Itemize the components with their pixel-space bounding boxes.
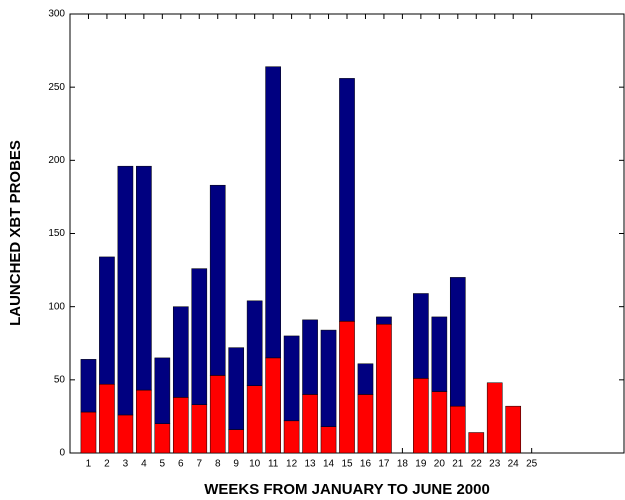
- x-tick-label: 11: [268, 459, 279, 470]
- x-tick-label: 17: [378, 459, 390, 470]
- bar-segment: [449, 405, 466, 454]
- bar-segment: [99, 383, 115, 454]
- bar-segment: [99, 256, 115, 385]
- bar-segment: [154, 423, 171, 454]
- bar-segment: [80, 411, 97, 454]
- x-tick-label: 2: [104, 459, 110, 470]
- x-tick-label: 6: [178, 459, 184, 470]
- bar-segment: [246, 300, 263, 386]
- bar-segment: [468, 432, 485, 454]
- y-tick-label: 250: [48, 82, 65, 93]
- bar-segment: [191, 268, 208, 405]
- bar-segment: [302, 319, 318, 395]
- bar-segment: [172, 397, 189, 454]
- bar-segment: [172, 306, 189, 398]
- y-axis-label: LAUNCHED XBT PROBES: [7, 140, 24, 326]
- bar-segment: [154, 357, 171, 424]
- bar-segment: [376, 316, 392, 325]
- bar-segment: [136, 389, 152, 454]
- x-tick-label: 1: [86, 459, 92, 470]
- bar-segment: [117, 165, 134, 416]
- bar-segment: [265, 66, 281, 359]
- x-tick-label: 5: [160, 459, 166, 470]
- bar-segment: [228, 429, 245, 454]
- x-tick-label: 22: [471, 459, 483, 470]
- x-axis-label: WEEKS FROM JANUARY TO JUNE 2000: [204, 481, 490, 498]
- x-tick-label: 10: [249, 459, 261, 470]
- x-tick-label: 14: [323, 459, 335, 470]
- x-tick-label: 24: [508, 459, 520, 470]
- bar-segment: [209, 184, 226, 376]
- y-tick-label: 150: [48, 228, 65, 239]
- x-tick-label: 18: [397, 459, 409, 470]
- y-tick-label: 300: [48, 9, 65, 20]
- bar-segment: [357, 363, 374, 395]
- y-tick-label: 200: [48, 155, 65, 166]
- x-tick-label: 4: [141, 459, 147, 470]
- y-tick-label: 0: [59, 448, 65, 459]
- x-tick-label: 8: [215, 459, 221, 470]
- bar-segment: [136, 165, 152, 391]
- bar-segment: [431, 316, 448, 392]
- bar-segment: [228, 347, 245, 430]
- bar-segment: [431, 391, 448, 454]
- y-tick-label: 100: [48, 301, 65, 312]
- x-tick-label: 13: [305, 459, 317, 470]
- bar-segment: [283, 335, 300, 422]
- bar-segment: [449, 277, 466, 407]
- bar-segment: [357, 394, 374, 454]
- x-tick-label: 20: [434, 459, 446, 470]
- bar-segment: [80, 359, 97, 413]
- x-tick-label: 9: [233, 459, 239, 470]
- bar-segment: [283, 420, 300, 454]
- bar-segment: [191, 404, 208, 454]
- x-tick-label: 19: [415, 459, 427, 470]
- bar-segment: [302, 394, 318, 454]
- x-tick-label: 21: [452, 459, 464, 470]
- y-tick-label: 50: [54, 374, 66, 385]
- bar-segment: [376, 323, 392, 454]
- bar-segment: [209, 375, 226, 454]
- bar-segment: [320, 426, 337, 454]
- bar-segment: [246, 385, 263, 454]
- bar-segment: [117, 414, 134, 454]
- x-tick-label: 7: [196, 459, 202, 470]
- bar-segment: [413, 293, 429, 379]
- bar-segment: [339, 78, 355, 322]
- x-tick-label: 15: [341, 459, 353, 470]
- x-tick-label: 25: [526, 459, 538, 470]
- x-tick-label: 23: [489, 459, 501, 470]
- bar-segment: [339, 321, 355, 454]
- x-tick-label: 12: [286, 459, 298, 470]
- bar-segment: [486, 382, 503, 454]
- x-tick-label: 3: [123, 459, 129, 470]
- bar-segment: [265, 357, 281, 454]
- x-tick-label: 16: [360, 459, 372, 470]
- bar-segment: [413, 378, 429, 454]
- bar-segment: [320, 329, 337, 427]
- bar-segment: [505, 405, 522, 454]
